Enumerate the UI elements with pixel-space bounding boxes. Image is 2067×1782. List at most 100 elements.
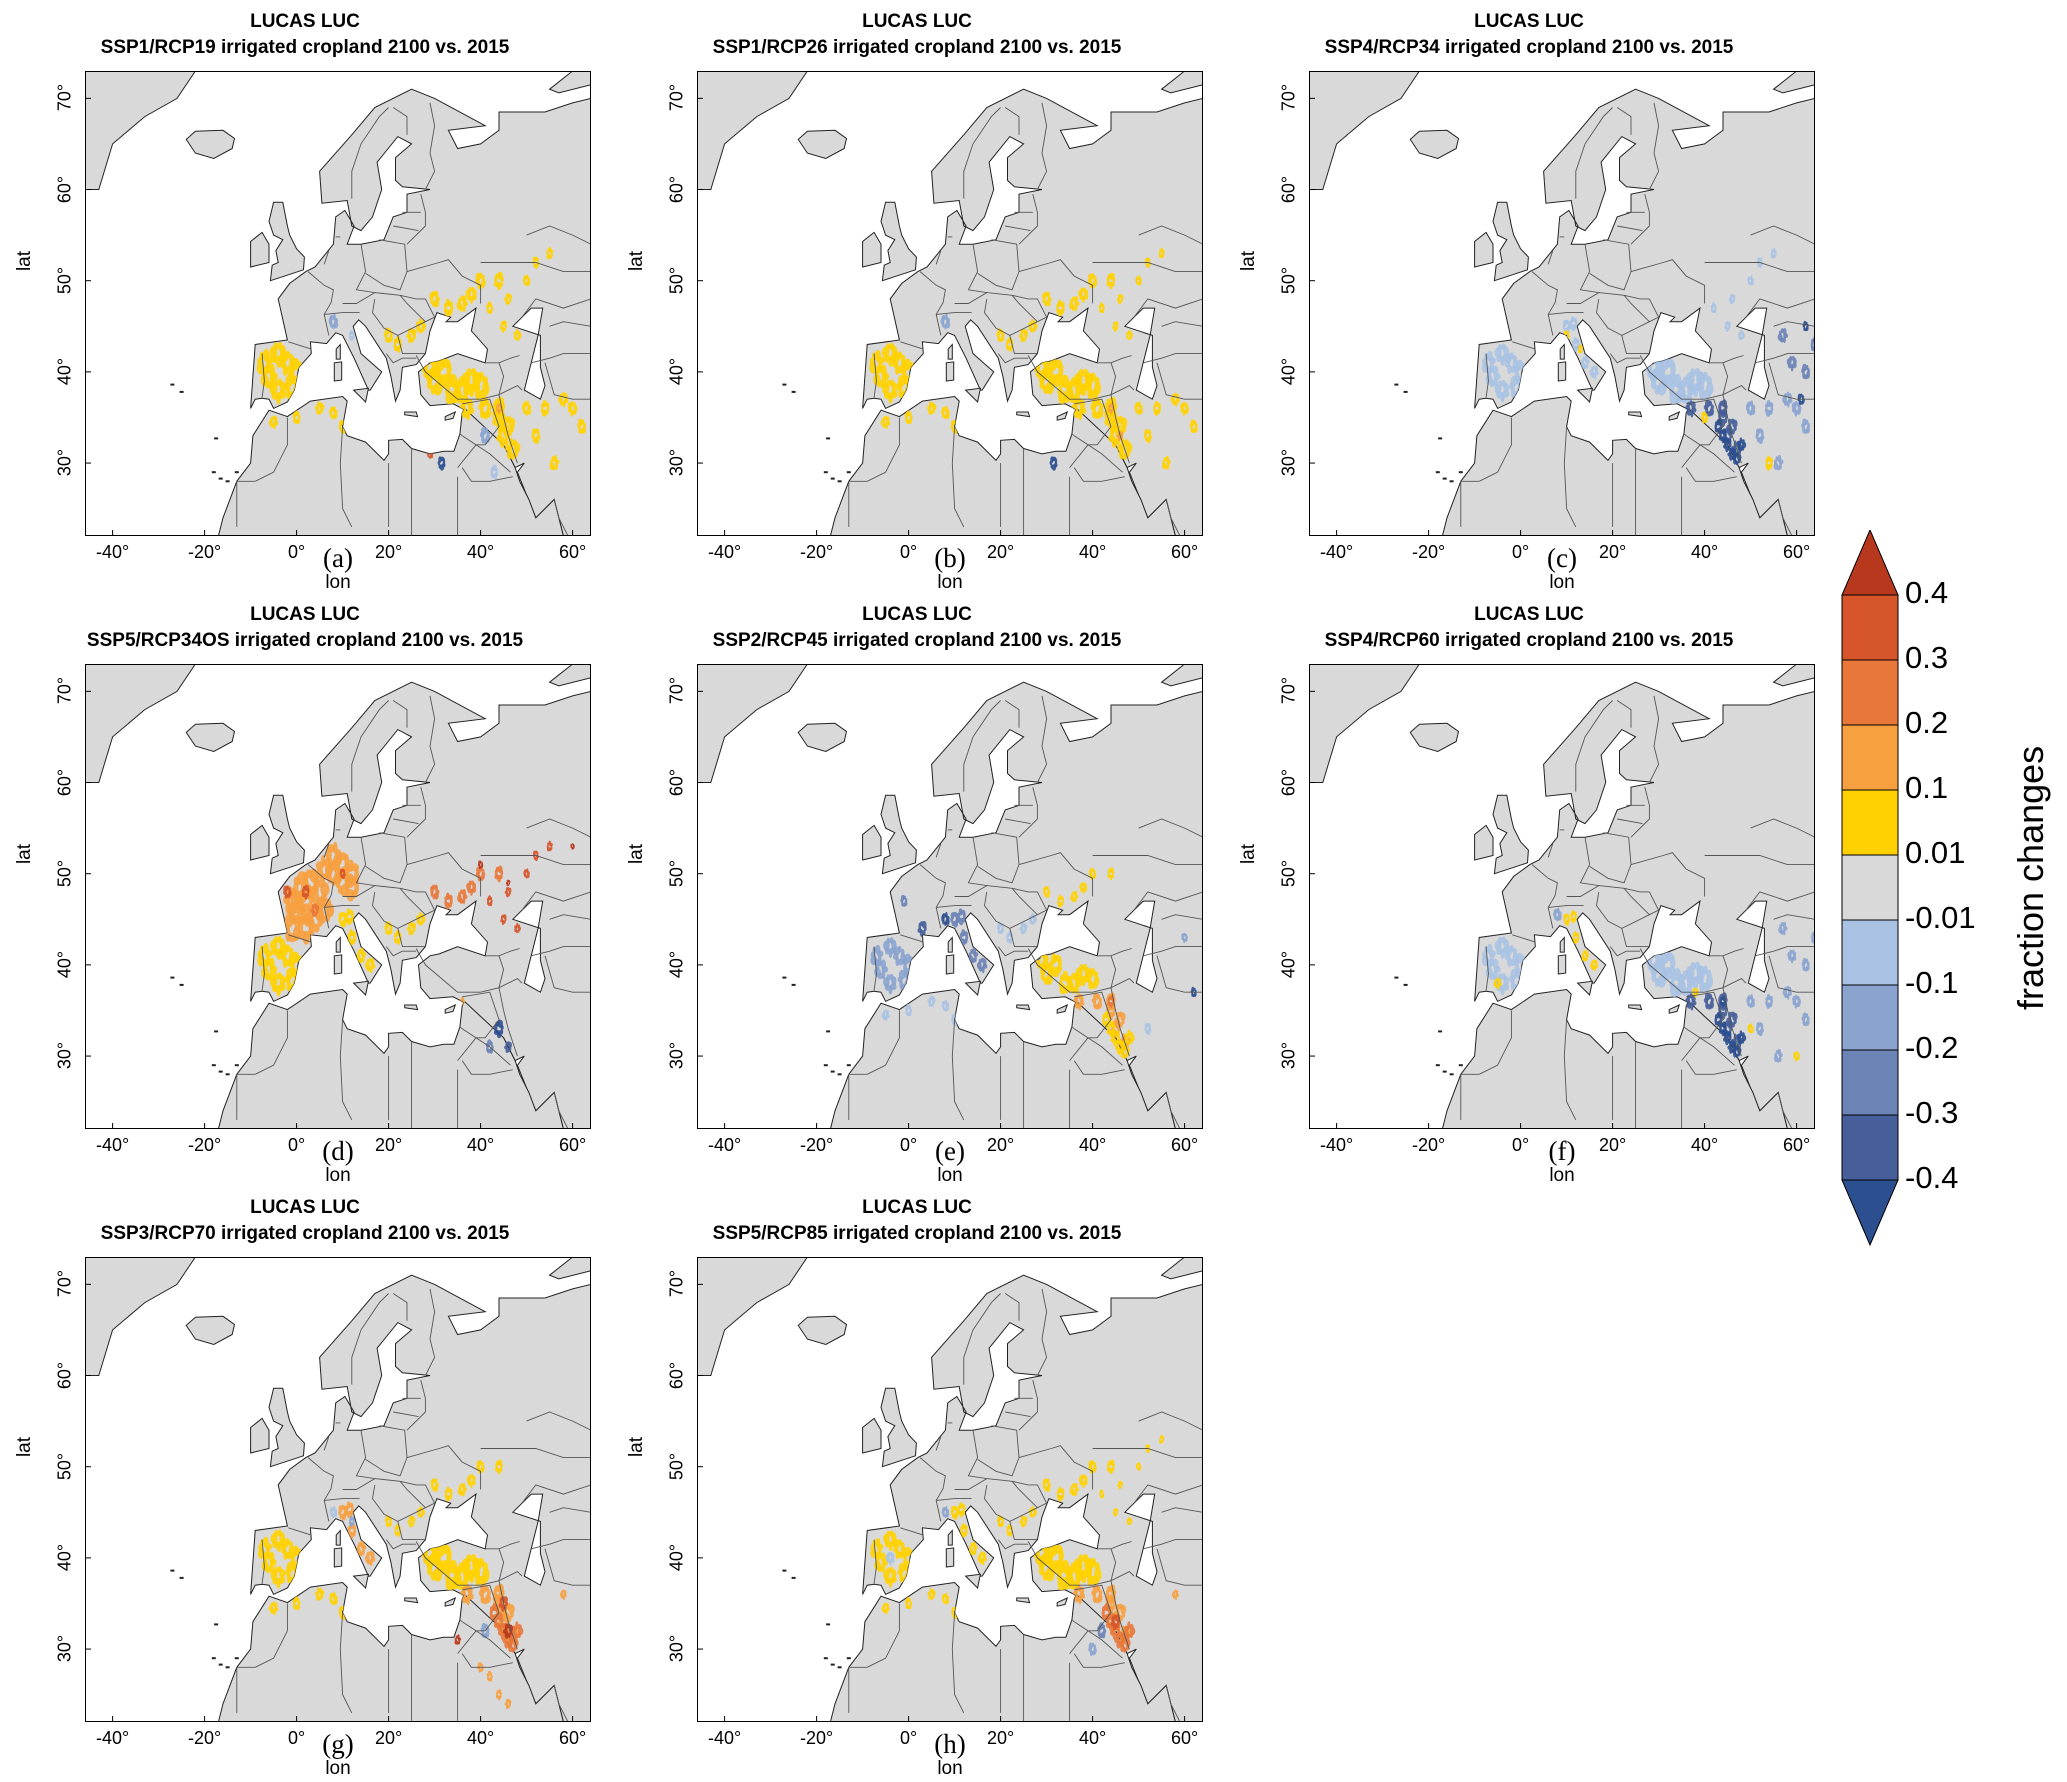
border-line bbox=[1005, 225, 1031, 232]
change-patch bbox=[1039, 1558, 1045, 1568]
change-patch bbox=[457, 894, 462, 903]
border-line bbox=[1630, 259, 1706, 304]
border-line bbox=[1704, 855, 1815, 866]
change-patch bbox=[876, 950, 884, 958]
island-mark bbox=[823, 471, 828, 474]
change-patch bbox=[952, 1513, 955, 1519]
border-line bbox=[461, 398, 500, 446]
map-panel-e: LUCAS LUC SSP2/RCP45 irrigated cropland 2… bbox=[612, 593, 1222, 1186]
change-patch bbox=[279, 1532, 285, 1543]
change-patch bbox=[1074, 1489, 1077, 1497]
change-patch bbox=[885, 343, 891, 351]
change-patch bbox=[931, 997, 936, 1004]
change-patch bbox=[1686, 401, 1691, 408]
change-patch bbox=[443, 307, 447, 313]
change-patch bbox=[903, 962, 907, 973]
change-patch bbox=[1173, 1590, 1176, 1594]
land-ireland bbox=[250, 231, 270, 268]
border-line bbox=[342, 837, 377, 897]
colorbar-bottom-arrow bbox=[1841, 1179, 1899, 1247]
border-line bbox=[1009, 928, 1038, 948]
caspian-sea bbox=[1735, 307, 1770, 400]
change-patch bbox=[944, 1600, 947, 1605]
change-patch bbox=[478, 1557, 484, 1567]
change-patch bbox=[273, 972, 279, 981]
change-patch bbox=[1146, 1449, 1150, 1454]
border-line bbox=[339, 1612, 353, 1714]
land-great-britain bbox=[268, 1387, 305, 1468]
change-patch bbox=[898, 1562, 906, 1573]
border-line bbox=[342, 1430, 377, 1490]
border-line bbox=[1133, 298, 1203, 318]
change-patch bbox=[891, 939, 897, 950]
change-patch bbox=[1765, 1000, 1768, 1006]
change-patch bbox=[486, 1045, 489, 1052]
island-mark bbox=[782, 1569, 787, 1572]
change-patch bbox=[427, 372, 433, 382]
border-line bbox=[1704, 262, 1815, 273]
change-patch bbox=[1594, 959, 1598, 966]
y-tick-label: 50° bbox=[54, 1452, 75, 1480]
colorbar-tick-label: -0.2 bbox=[1905, 1030, 1959, 1065]
map-panel-a: LUCAS LUC SSP1/RCP19 irrigated cropland 2… bbox=[0, 0, 610, 593]
border-line bbox=[544, 362, 591, 400]
island-mark bbox=[170, 1569, 175, 1572]
change-patch bbox=[1029, 1511, 1033, 1517]
country-borders bbox=[848, 695, 1203, 1129]
change-patch bbox=[1162, 460, 1165, 465]
change-patch bbox=[319, 403, 325, 411]
change-patch bbox=[279, 345, 286, 358]
border-line bbox=[1485, 353, 1489, 398]
change-patch bbox=[901, 894, 905, 901]
change-patch bbox=[1503, 346, 1509, 357]
change-patch bbox=[1795, 1051, 1798, 1055]
change-patch bbox=[468, 1474, 472, 1479]
border-line bbox=[415, 355, 505, 400]
border-line bbox=[399, 1481, 426, 1509]
change-patch bbox=[1774, 459, 1777, 465]
change-patch bbox=[1109, 1630, 1116, 1636]
change-patch bbox=[468, 880, 472, 886]
change-patch bbox=[479, 272, 483, 278]
change-patch bbox=[560, 393, 563, 399]
change-patch bbox=[1805, 364, 1809, 370]
border-line bbox=[393, 1411, 419, 1418]
border-line bbox=[1681, 444, 1701, 468]
land-crete bbox=[404, 1597, 419, 1604]
change-patch bbox=[1757, 263, 1760, 267]
border-line bbox=[351, 700, 389, 792]
change-patch bbox=[1033, 920, 1036, 925]
change-patch bbox=[981, 965, 985, 974]
change-patch bbox=[504, 324, 507, 329]
change-patch bbox=[1805, 321, 1808, 325]
land-iceland bbox=[797, 129, 848, 160]
colorbar-tick-label: 0.01 bbox=[1905, 835, 1966, 870]
change-patch bbox=[509, 1611, 514, 1619]
island-mark bbox=[211, 471, 216, 474]
change-patch bbox=[929, 1588, 932, 1594]
colorbar-tick-label: 0.2 bbox=[1905, 705, 1949, 740]
border-line bbox=[1092, 1448, 1203, 1459]
border-line bbox=[307, 1457, 334, 1522]
change-patch bbox=[1690, 1002, 1694, 1011]
x-tick-label: -40° bbox=[1319, 542, 1354, 562]
island-mark bbox=[791, 1576, 796, 1579]
change-patch bbox=[886, 1567, 891, 1574]
border-line bbox=[984, 292, 1048, 336]
change-patch bbox=[1043, 977, 1048, 985]
change-patch bbox=[1091, 868, 1094, 872]
change-patch bbox=[1498, 936, 1503, 944]
x-tick-label: -40° bbox=[95, 1728, 130, 1748]
border-line bbox=[351, 1293, 389, 1385]
change-patch bbox=[1690, 368, 1696, 378]
change-patch bbox=[1112, 1025, 1116, 1030]
x-axis-label: lon bbox=[1549, 1165, 1575, 1186]
change-patch bbox=[427, 1558, 433, 1568]
change-patch bbox=[1070, 895, 1074, 901]
change-patch bbox=[897, 351, 903, 359]
border-line bbox=[1156, 362, 1203, 400]
map-panel-g: LUCAS LUC SSP3/RCP70 irrigated cropland 2… bbox=[0, 1186, 610, 1779]
change-patch bbox=[1494, 978, 1498, 983]
change-patch bbox=[570, 401, 574, 406]
x-tick-label: -20° bbox=[187, 1728, 222, 1748]
